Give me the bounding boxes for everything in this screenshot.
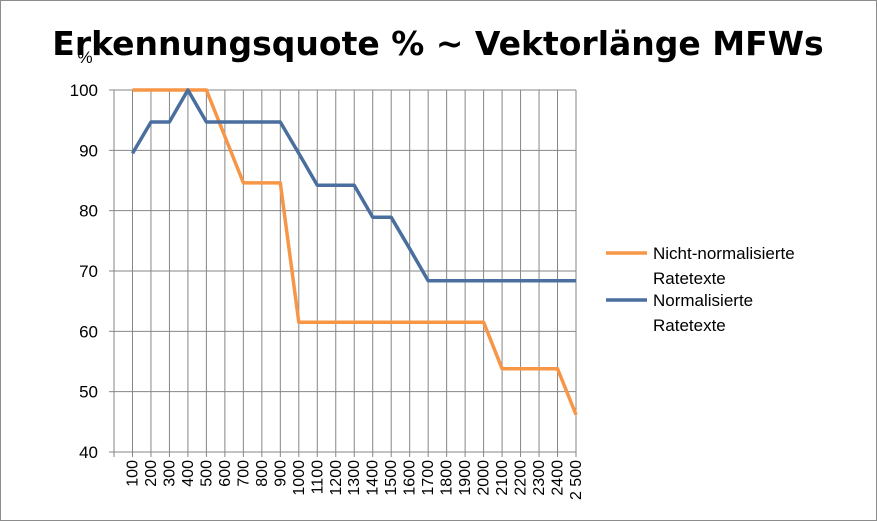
y-tick-label: 80 (79, 202, 98, 221)
x-tick-label: 600 (217, 460, 234, 487)
legend-label-2: Normalisierte Ratetexte (653, 291, 753, 335)
x-tick-label: 1200 (328, 460, 345, 496)
y-tick-label: 50 (79, 383, 98, 402)
axes (109, 89, 577, 457)
x-tick-label: 400 (180, 460, 197, 487)
x-tick-label: 200 (143, 460, 160, 487)
x-tick-label: 2000 (476, 460, 493, 496)
gridlines (114, 89, 577, 453)
x-tick-label: 2300 (531, 460, 548, 496)
x-tick-label: 1500 (383, 460, 400, 496)
x-tick-label: 2100 (494, 460, 511, 496)
x-tick-label: 1700 (420, 460, 437, 496)
x-tick-label: 300 (161, 460, 178, 487)
x-tick-labels: 100 200 300 400 500 600 700 800 900 1000 1100 1200 1… (124, 460, 585, 500)
y-tick-labels: 40 50 60 70 80 90 100 (70, 81, 98, 462)
y-tick-label: 90 (79, 141, 98, 160)
chart-title: Erkennungsquote % ~ Vektorlänge MFWs (52, 24, 823, 63)
x-tick-label: 2200 (513, 460, 530, 496)
series-line-2 (130, 88, 576, 283)
x-tick-label: 1400 (365, 460, 382, 496)
x-tick-label: 1800 (439, 460, 456, 496)
x-tick-label: 1000 (291, 460, 308, 496)
x-tick-label: 1300 (346, 460, 363, 496)
x-tick-label: 800 (254, 460, 271, 487)
y-tick-label: 60 (79, 322, 98, 341)
y-tick-label: 70 (79, 262, 98, 281)
x-tick-label: 1100 (309, 460, 326, 495)
x-tick-label: 2400 (550, 460, 567, 496)
data-series (130, 88, 578, 416)
y-tick-label: 100 (70, 81, 98, 100)
x-tick-label: 1900 (457, 460, 474, 496)
x-tick-label: 700 (235, 460, 252, 487)
x-tick-label: 100 (124, 460, 141, 487)
x-tick-label: 2 500 (568, 460, 585, 500)
x-tick-label: 500 (198, 460, 215, 487)
x-tick-label: 1600 (402, 460, 419, 496)
y-tick-label: 40 (79, 443, 98, 462)
legend: Nicht-normalisierte RatetexteNormalisiert… (606, 244, 795, 335)
legend-label-1: Nicht-normalisierte Ratetexte (653, 244, 795, 288)
x-tick-label: 900 (272, 460, 289, 487)
y-axis-unit-label: % (77, 48, 92, 67)
